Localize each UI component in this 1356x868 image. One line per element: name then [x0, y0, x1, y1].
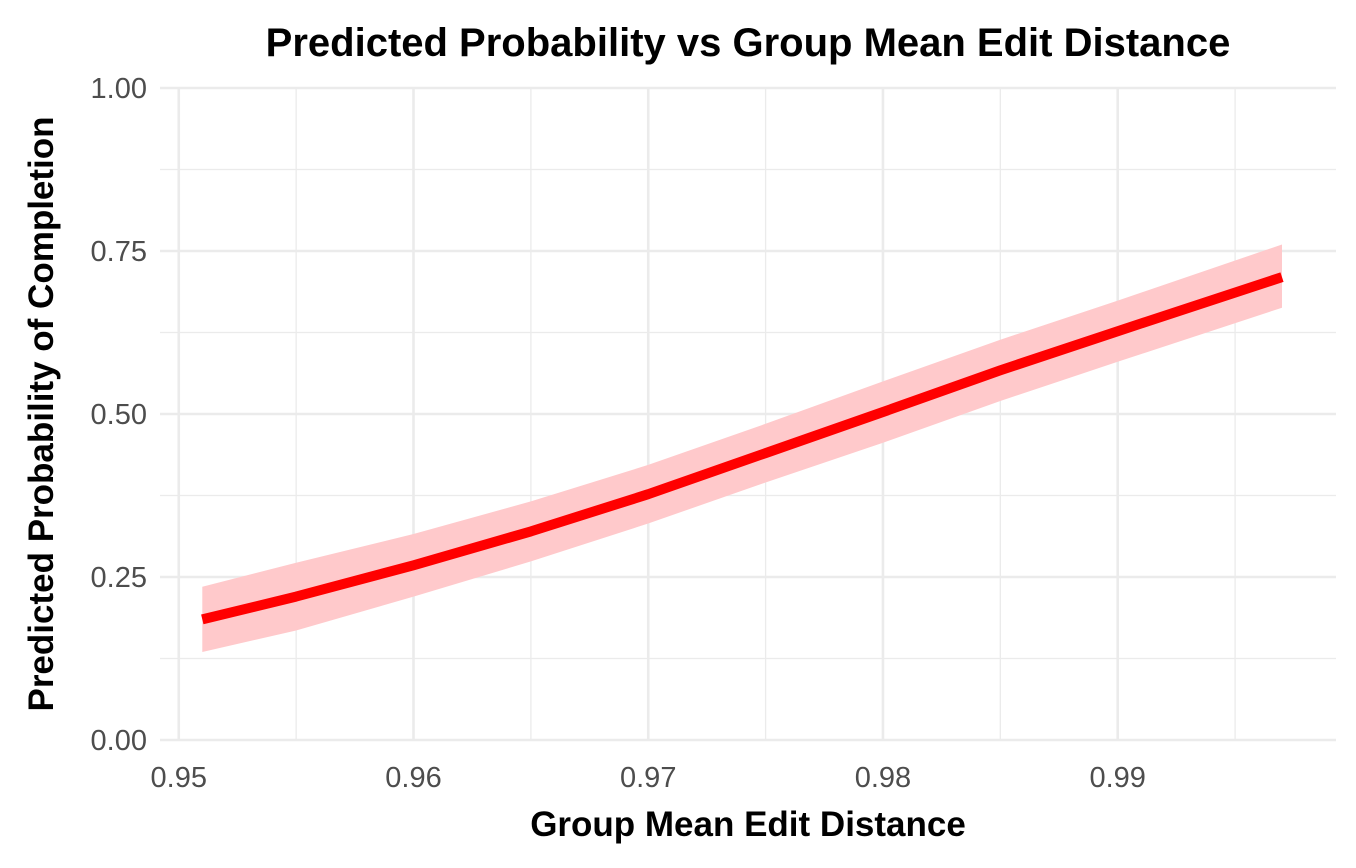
prediction-line: [201, 272, 1284, 625]
major-gridlines: [160, 86, 1336, 742]
x-tick-label: 0.98: [855, 762, 911, 794]
y-tick-label: 0.50: [91, 399, 147, 431]
y-tick-label: 1.00: [91, 73, 147, 105]
confidence-ribbon: [202, 244, 1282, 652]
x-tick-label: 0.95: [151, 762, 207, 794]
x-axis-label: Group Mean Edit Distance: [530, 805, 966, 844]
tick-labels: 0.95 0.96 0.97 0.98 0.99 0.00 0.25 0.50 0.75 1.00: [91, 73, 1146, 794]
x-tick-label: 0.97: [620, 762, 676, 794]
chart-title: Predicted Probability vs Group Mean Edit…: [266, 21, 1231, 65]
plot-marks: [201, 244, 1284, 652]
y-tick-label: 0.25: [91, 562, 147, 594]
x-tick-label: 0.96: [385, 762, 441, 794]
y-tick-label: 0.00: [91, 725, 147, 757]
y-axis-label: Predicted Probability of Completion: [22, 116, 61, 711]
y-tick-label: 0.75: [91, 236, 147, 268]
x-tick-label: 0.99: [1089, 762, 1145, 794]
